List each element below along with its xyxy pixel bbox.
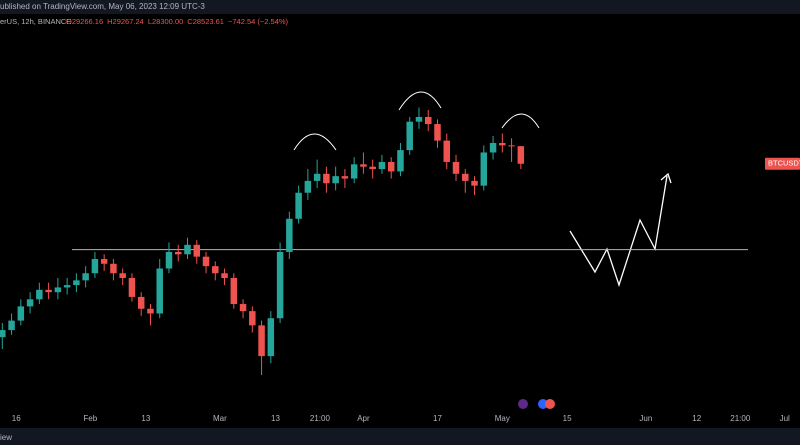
candle-body (128, 277, 136, 297)
candle-body (387, 161, 395, 172)
candle-body (100, 259, 108, 264)
top-bar (0, 0, 800, 14)
candle-body (341, 176, 349, 179)
candle-body (517, 146, 525, 164)
candle-body (221, 273, 228, 278)
candle-body (165, 251, 173, 269)
ohlc-label: −742.54 (−2.54%) (228, 17, 289, 26)
ohlc-label: L28300.00 (148, 17, 183, 26)
x-tick-label: 17 (433, 414, 442, 423)
price-label-box (765, 157, 800, 170)
ohlc-label: C28523.61 (187, 17, 224, 26)
ohlc-label: H29267.24 (107, 17, 144, 26)
candle-body (193, 244, 200, 257)
candle-body (406, 121, 413, 151)
x-tick-label: Apr (357, 414, 370, 423)
candle-body (63, 285, 71, 288)
event-icon[interactable] (518, 399, 528, 409)
x-tick-label: 21:00 (310, 414, 331, 423)
candle-body (434, 124, 441, 141)
x-tick-label: May (495, 414, 510, 423)
x-tick-label: Mar (213, 414, 227, 423)
candle-body (54, 287, 62, 293)
candle-body (0, 330, 6, 338)
projection-path (569, 175, 668, 288)
candle-body (73, 280, 80, 286)
x-tick-label: Jul (780, 414, 790, 423)
candle-body (202, 256, 210, 267)
candle-body (17, 306, 25, 321)
candle-body (82, 273, 89, 281)
candle-body (452, 161, 460, 174)
x-tick-label: 13 (141, 414, 150, 423)
candle-body (119, 273, 126, 278)
candle-body (110, 263, 117, 274)
footer: iew (0, 433, 12, 442)
candle-body (258, 325, 265, 357)
arc-annotation (501, 113, 540, 129)
candle-body (462, 173, 469, 181)
legend: erUS, 12h, BINANCE O29266.16 H29267.24 L28… (0, 17, 289, 26)
x-tick-label: 21:00 (730, 414, 751, 423)
candle-body (295, 192, 302, 219)
candle-body (443, 140, 450, 162)
candle-body (249, 311, 256, 326)
candle-body (26, 299, 34, 307)
arc-annotation (293, 133, 337, 151)
x-tick-label: 13 (271, 414, 280, 423)
candle-body (156, 268, 163, 314)
candle-body (350, 164, 358, 179)
candle-body (425, 116, 432, 125)
candle-body (137, 296, 145, 309)
candle-body (212, 266, 219, 274)
candle-body (471, 180, 478, 186)
candle-body (508, 145, 515, 147)
header-top: ublished on TradingView.com, May 06, 202… (0, 2, 205, 11)
ohlc-label: O29266.16 (66, 17, 103, 26)
candle-body (415, 116, 423, 122)
projection-arrow (660, 172, 672, 184)
candle-body (360, 164, 367, 167)
candle-body (304, 180, 312, 193)
candle-body (323, 173, 330, 184)
candle-body (499, 143, 506, 146)
x-tick-label: 16 (12, 414, 21, 423)
x-tick-label: Feb (83, 414, 97, 423)
candle-body (313, 173, 321, 181)
candle-body (267, 318, 275, 357)
price-label: BTCUSDT (768, 159, 800, 168)
candle-body (8, 320, 15, 331)
candle-body (378, 161, 386, 170)
x-tick-label: 12 (692, 414, 701, 423)
candle-body (480, 152, 488, 186)
candle-body (36, 289, 43, 300)
candle-body (397, 150, 404, 172)
event-icon[interactable] (538, 399, 548, 409)
symbol-info: erUS, 12h, BINANCE (0, 17, 71, 26)
x-tick-label: Jun (639, 414, 652, 423)
candle-body (147, 308, 154, 314)
candle-body (489, 143, 497, 153)
event-icon[interactable] (545, 399, 555, 409)
candle-body (286, 218, 293, 252)
candle-body (45, 289, 52, 293)
candle-body (91, 259, 99, 274)
candle-body (184, 244, 191, 255)
candle-body (332, 176, 339, 184)
candle-body (276, 251, 284, 319)
candle-body (239, 304, 247, 312)
arc-annotation (398, 91, 442, 111)
bottom-bar (0, 428, 800, 445)
x-tick-label: 15 (563, 414, 572, 423)
candle-body (230, 277, 238, 305)
candle-body (175, 251, 182, 255)
candle-body (369, 166, 376, 170)
